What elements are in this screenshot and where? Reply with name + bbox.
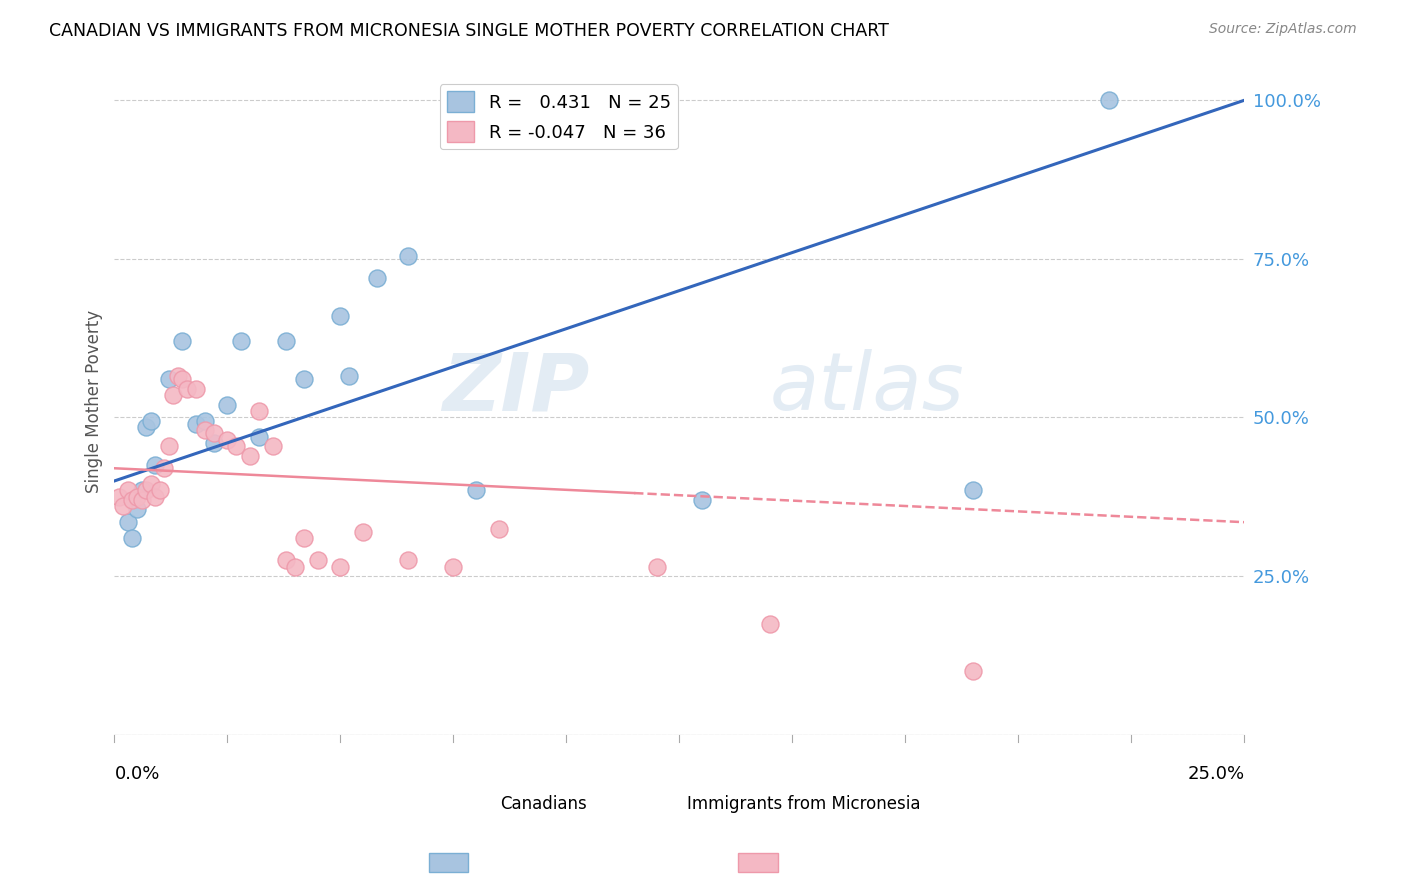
Point	[176, 382, 198, 396]
Point	[247, 429, 270, 443]
Point	[172, 334, 194, 349]
Point	[184, 382, 207, 396]
Text: 25.0%: 25.0%	[1187, 765, 1244, 783]
Point	[117, 483, 139, 498]
Point	[441, 559, 464, 574]
Point	[396, 553, 419, 567]
Text: ZIP: ZIP	[441, 350, 589, 427]
Point	[157, 372, 180, 386]
Text: Source: ZipAtlas.com: Source: ZipAtlas.com	[1209, 22, 1357, 37]
Point	[131, 493, 153, 508]
Point	[184, 417, 207, 431]
Point	[143, 490, 166, 504]
Point	[352, 524, 374, 539]
Point	[139, 477, 162, 491]
Point	[202, 426, 225, 441]
Point	[166, 369, 188, 384]
Point	[202, 435, 225, 450]
Point	[131, 483, 153, 498]
Point	[1098, 93, 1121, 107]
Point	[135, 420, 157, 434]
Point	[488, 522, 510, 536]
Point	[276, 334, 298, 349]
Text: atlas: atlas	[770, 350, 965, 427]
Text: Immigrants from Micronesia: Immigrants from Micronesia	[688, 795, 921, 813]
Point	[139, 414, 162, 428]
Point	[465, 483, 488, 498]
Point	[329, 309, 352, 323]
Point	[307, 553, 329, 567]
Point	[194, 423, 217, 437]
Point	[149, 483, 172, 498]
Point	[759, 616, 782, 631]
Point	[366, 271, 388, 285]
Point	[225, 439, 247, 453]
Point	[292, 372, 315, 386]
Point	[690, 493, 713, 508]
Text: CANADIAN VS IMMIGRANTS FROM MICRONESIA SINGLE MOTHER POVERTY CORRELATION CHART: CANADIAN VS IMMIGRANTS FROM MICRONESIA S…	[49, 22, 889, 40]
Point	[262, 439, 284, 453]
Point	[339, 369, 361, 384]
Point	[217, 433, 239, 447]
Point	[329, 559, 352, 574]
Point	[153, 461, 176, 475]
Point	[108, 490, 131, 504]
Point	[121, 493, 143, 508]
Point	[962, 665, 984, 679]
Point	[112, 500, 135, 514]
Point	[125, 490, 148, 504]
Point	[645, 559, 668, 574]
Point	[194, 414, 217, 428]
Point	[172, 372, 194, 386]
Legend: R =   0.431   N = 25, R = -0.047   N = 36: R = 0.431 N = 25, R = -0.047 N = 36	[440, 84, 678, 149]
Point	[284, 559, 307, 574]
Text: 0.0%: 0.0%	[114, 765, 160, 783]
Point	[276, 553, 298, 567]
Point	[143, 458, 166, 472]
Point	[125, 502, 148, 516]
Y-axis label: Single Mother Poverty: Single Mother Poverty	[86, 310, 103, 493]
Point	[292, 531, 315, 545]
Point	[121, 531, 143, 545]
Point	[162, 388, 184, 402]
Point	[247, 404, 270, 418]
Point	[217, 398, 239, 412]
Text: Canadians: Canadians	[501, 795, 588, 813]
Point	[117, 515, 139, 529]
Point	[962, 483, 984, 498]
Point	[157, 439, 180, 453]
Point	[239, 449, 262, 463]
Point	[396, 249, 419, 263]
Point	[135, 483, 157, 498]
Point	[229, 334, 252, 349]
